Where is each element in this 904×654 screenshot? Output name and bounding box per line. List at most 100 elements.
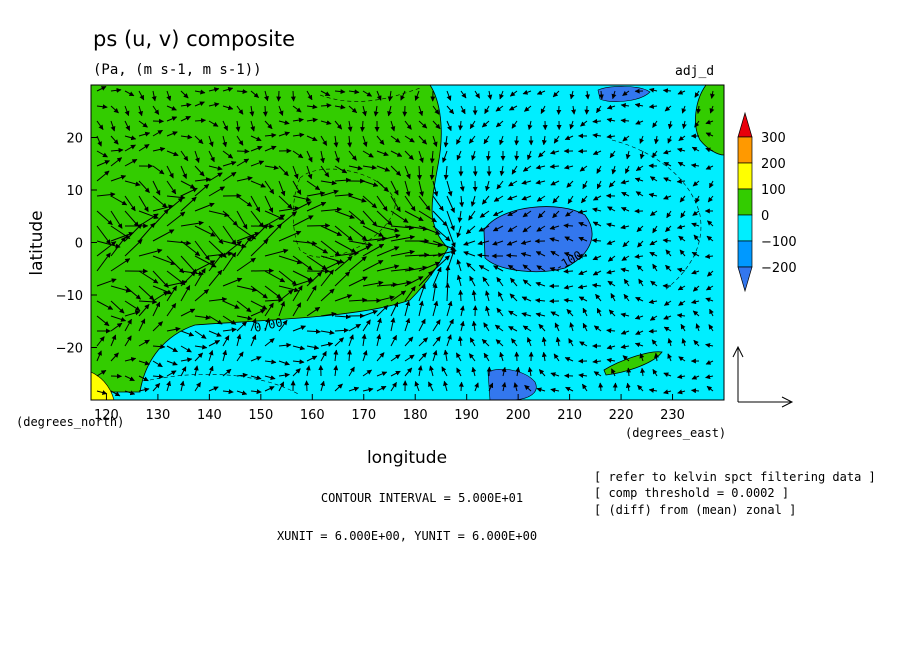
wind-vector <box>292 368 301 377</box>
wind-vector <box>456 225 462 238</box>
wind-vector <box>194 165 205 177</box>
wind-vector <box>138 375 149 382</box>
wind-vector <box>564 357 574 362</box>
x-tick-label: 150 <box>248 408 273 423</box>
wind-vector <box>495 120 504 128</box>
wind-vector <box>292 117 304 123</box>
wind-vector <box>292 150 304 159</box>
wind-vector <box>348 225 368 241</box>
wind-vector <box>390 234 415 242</box>
wind-vector <box>445 282 451 302</box>
wind-vector <box>694 120 700 128</box>
wind-vector <box>705 342 714 348</box>
colorbar-min-triangle <box>737 266 753 293</box>
wind-vector <box>166 131 178 137</box>
wind-vector <box>706 385 714 392</box>
wind-vector <box>499 165 505 177</box>
wind-vector <box>596 307 602 317</box>
wind-vector <box>567 195 574 205</box>
wind-vector <box>278 372 290 378</box>
wind-vector <box>478 225 490 232</box>
wind-vector <box>96 225 111 245</box>
wind-vector <box>458 289 464 302</box>
wind-vector <box>623 278 630 287</box>
wind-vector <box>432 105 440 115</box>
wind-vector <box>404 180 411 197</box>
wind-vector <box>536 195 546 202</box>
wind-vector <box>537 210 546 219</box>
wind-vector <box>152 129 163 137</box>
wind-vector <box>360 120 366 132</box>
wind-vector <box>404 225 428 232</box>
wind-vector <box>446 318 454 332</box>
wind-vector <box>334 256 353 272</box>
wind-vector <box>152 383 161 392</box>
wind-vector <box>333 135 339 148</box>
wind-vector <box>376 352 385 362</box>
wind-vector <box>591 238 602 244</box>
wind-vector <box>471 289 477 302</box>
wind-vector <box>707 270 714 277</box>
wind-vector <box>639 135 645 144</box>
wind-vector <box>709 105 715 114</box>
wind-vector <box>515 366 521 377</box>
colorbar-label: 0 <box>761 209 769 224</box>
wind-vector <box>492 210 504 217</box>
wind-vector <box>208 186 226 197</box>
wind-vector <box>652 120 658 128</box>
wind-vector <box>278 180 286 197</box>
wind-vector <box>362 369 373 377</box>
wind-vector <box>334 314 351 320</box>
wind-vector <box>609 150 616 159</box>
wind-vector <box>320 189 339 197</box>
wind-vector <box>390 370 401 377</box>
wind-vector <box>236 89 248 94</box>
wind-vector <box>663 389 672 395</box>
wind-vector <box>432 350 438 362</box>
wind-vector <box>667 135 673 144</box>
wind-vector <box>222 315 237 325</box>
wind-vector <box>138 285 155 301</box>
wind-vector <box>456 259 462 272</box>
wind-vector <box>138 360 150 366</box>
wind-vector <box>376 295 395 302</box>
wind-vector <box>497 291 504 302</box>
wind-vector <box>194 202 215 212</box>
wind-vector <box>571 105 577 115</box>
wind-vector <box>690 163 700 169</box>
wind-vector <box>292 195 312 202</box>
wind-vector <box>236 390 248 396</box>
wind-vector <box>347 135 353 148</box>
wind-vector <box>446 195 455 213</box>
wind-vector <box>236 195 253 207</box>
wind-vector <box>432 266 442 287</box>
wind-vector <box>549 163 560 169</box>
x-tick-label: 210 <box>557 408 582 423</box>
wind-vector <box>663 300 672 306</box>
wind-vector <box>320 269 334 287</box>
wind-vector <box>180 240 201 257</box>
wind-vector <box>152 285 173 295</box>
wind-vector <box>152 374 164 380</box>
wind-vector <box>404 210 424 222</box>
wind-vector <box>457 335 463 347</box>
wind-vector <box>362 164 377 170</box>
wind-vector <box>222 349 228 362</box>
wind-vector <box>592 195 602 201</box>
wind-vector <box>110 174 127 182</box>
wind-vector <box>622 355 630 362</box>
wind-vector <box>620 118 630 124</box>
wind-vector <box>695 323 701 332</box>
wind-vector <box>606 117 616 123</box>
wind-vector <box>348 323 362 332</box>
wind-vector <box>678 300 686 306</box>
wind-vector <box>264 270 286 283</box>
wind-vector <box>418 105 424 117</box>
wind-vector <box>691 299 700 305</box>
wind-vector <box>691 269 700 275</box>
wind-vector <box>110 322 123 332</box>
wind-vector <box>569 90 575 100</box>
wind-vector <box>278 120 290 125</box>
wind-vector <box>404 336 414 347</box>
colorbar-swatch <box>737 240 753 268</box>
